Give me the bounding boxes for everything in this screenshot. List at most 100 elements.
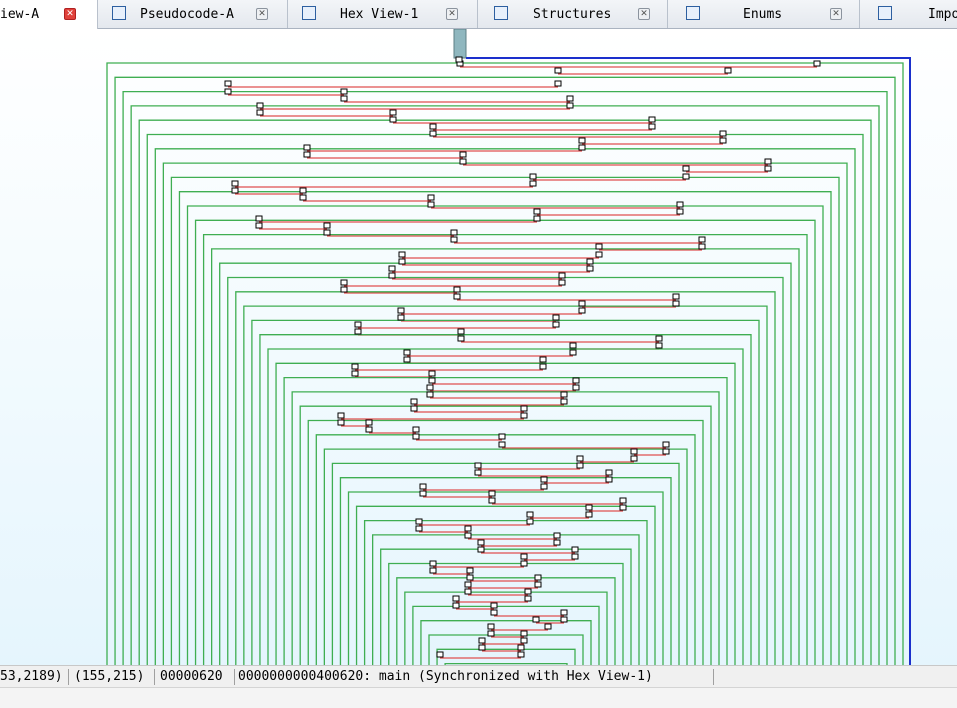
basic-block-node xyxy=(529,180,537,187)
close-icon[interactable]: ✕ xyxy=(446,8,458,20)
basic-block-node xyxy=(403,349,411,356)
basic-block-node xyxy=(490,609,498,616)
basic-block-node xyxy=(255,215,263,222)
basic-block-node xyxy=(595,243,603,250)
basic-block-node xyxy=(571,546,579,553)
loop-edge xyxy=(194,219,816,665)
basic-block-node xyxy=(552,314,560,321)
tab-hex-view-1[interactable]: Hex View-1 ✕ xyxy=(288,0,478,28)
loop-edge xyxy=(251,319,760,665)
basic-block-node xyxy=(630,448,638,455)
loop-edge xyxy=(404,591,608,665)
basic-block-node xyxy=(337,419,345,426)
basic-block-node xyxy=(540,483,548,490)
basic-block-node xyxy=(571,553,579,560)
loop-edge xyxy=(275,362,736,665)
loop-edge xyxy=(227,276,784,665)
loop-edge xyxy=(380,548,632,665)
loop-edge xyxy=(412,605,600,665)
loop-edge xyxy=(283,376,728,665)
loop-edge xyxy=(162,162,848,665)
basic-block-node xyxy=(388,272,396,279)
basic-block-node xyxy=(410,405,418,412)
basic-block-node xyxy=(323,229,331,236)
basic-block-node xyxy=(478,644,486,651)
basic-block-node xyxy=(419,483,427,490)
basic-block-node xyxy=(520,405,528,412)
loop-edge xyxy=(444,662,568,665)
loop-edge xyxy=(243,305,768,665)
basic-block-node xyxy=(410,398,418,405)
basic-block-node xyxy=(340,88,348,95)
close-icon[interactable]: ✕ xyxy=(830,8,842,20)
basic-block-node xyxy=(529,173,537,180)
loop-edge xyxy=(146,133,864,665)
close-icon[interactable]: ✕ xyxy=(638,8,650,20)
tab-label: Enums xyxy=(743,7,783,22)
tab-pseudocode-a[interactable]: Pseudocode-A ✕ xyxy=(98,0,288,28)
basic-block-node xyxy=(488,490,496,497)
basic-block-node xyxy=(351,370,359,377)
basic-block-node xyxy=(533,208,541,215)
basic-block-node xyxy=(554,67,562,74)
loop-edge xyxy=(420,620,592,665)
control-flow-graph[interactable] xyxy=(0,29,957,665)
basic-block-node xyxy=(403,356,411,363)
basic-block-node xyxy=(429,123,437,130)
graph-canvas[interactable] xyxy=(0,29,957,665)
loop-edge xyxy=(371,534,640,665)
basic-block-node xyxy=(520,560,528,567)
loop-edge xyxy=(122,90,888,665)
basic-block-node xyxy=(224,80,232,87)
tab-imports[interactable]: Impo xyxy=(860,0,957,28)
basic-block-node xyxy=(544,623,552,630)
basic-block-node xyxy=(351,363,359,370)
basic-block-node xyxy=(578,144,586,151)
close-icon[interactable]: ✕ xyxy=(64,8,76,20)
basic-block-node xyxy=(569,342,577,349)
close-icon[interactable]: ✕ xyxy=(256,8,268,20)
basic-block-node xyxy=(566,102,574,109)
basic-block-node xyxy=(578,137,586,144)
tab-structures[interactable]: Structures ✕ xyxy=(478,0,668,28)
basic-block-node xyxy=(672,293,680,300)
loop-edge xyxy=(210,248,800,665)
basic-block-node xyxy=(388,265,396,272)
basic-block-node xyxy=(453,286,461,293)
basic-block-node xyxy=(540,476,548,483)
basic-block-node xyxy=(560,398,568,405)
basic-block-node xyxy=(764,165,772,172)
basic-block-node xyxy=(419,490,427,497)
basic-block-node xyxy=(682,173,690,180)
basic-block-node xyxy=(676,201,684,208)
basic-block-node xyxy=(426,384,434,391)
basic-block-node xyxy=(524,588,532,595)
basic-block-node xyxy=(585,504,593,511)
loop-edge xyxy=(235,291,776,665)
basic-block-node xyxy=(452,595,460,602)
basic-block-node xyxy=(429,130,437,137)
tab-ida-view-a[interactable]: iew-A ✕ xyxy=(0,0,98,29)
basic-block-node xyxy=(337,412,345,419)
basic-block-node xyxy=(389,109,397,116)
basic-block-node xyxy=(426,391,434,398)
tab-enums[interactable]: Enums ✕ xyxy=(668,0,860,28)
basic-block-node xyxy=(764,158,772,165)
tab-label: Pseudocode-A xyxy=(140,7,234,22)
basic-block-node xyxy=(576,462,584,469)
basic-block-node xyxy=(354,328,362,335)
basic-block-node xyxy=(488,497,496,504)
loop-edge xyxy=(219,262,792,665)
basic-block-node xyxy=(585,511,593,518)
basic-block-node xyxy=(539,363,547,370)
basic-block-node xyxy=(466,574,474,581)
basic-block-node xyxy=(560,391,568,398)
basic-block-node xyxy=(566,95,574,102)
basic-block-node xyxy=(340,286,348,293)
basic-block-node xyxy=(578,307,586,314)
pseudocode-icon xyxy=(112,6,126,20)
basic-block-node xyxy=(474,462,482,469)
basic-block-node xyxy=(299,194,307,201)
loop-edge xyxy=(355,505,656,665)
basic-block-node xyxy=(662,448,670,455)
